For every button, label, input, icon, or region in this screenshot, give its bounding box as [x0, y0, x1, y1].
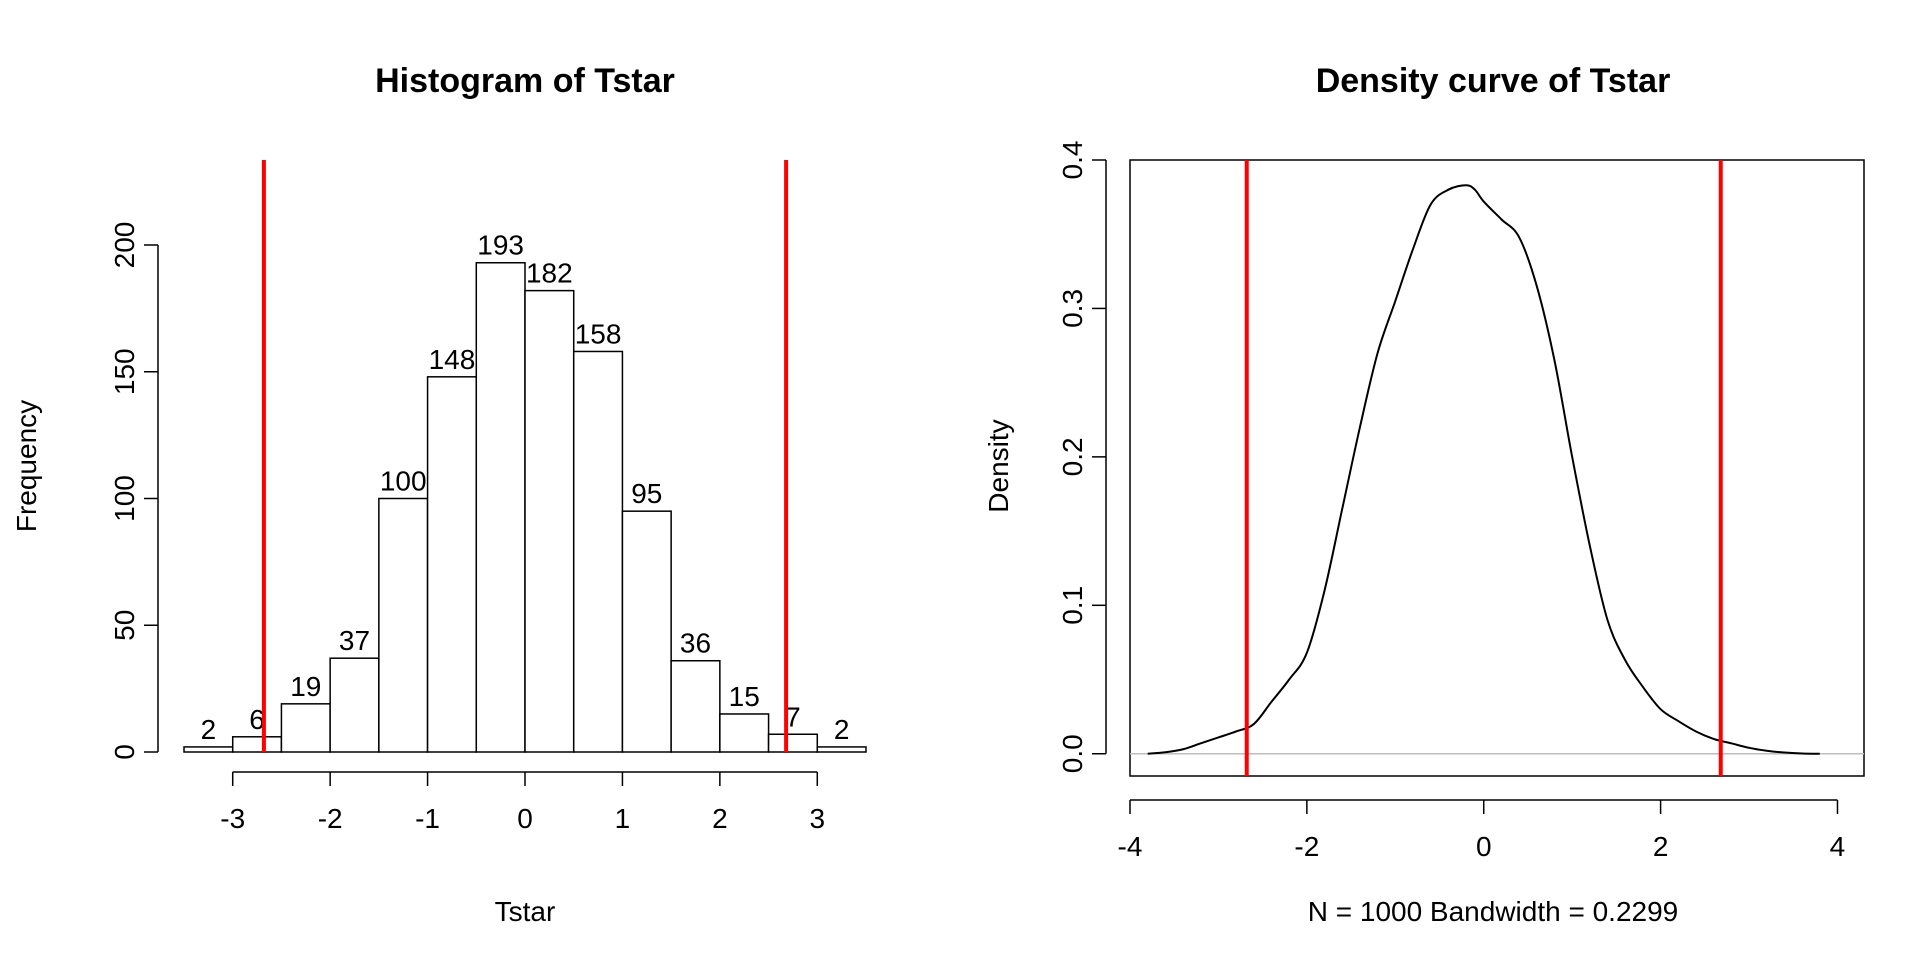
histogram-critical-lines	[261, 160, 789, 752]
histogram-bar-label: 2	[834, 714, 850, 745]
density-x-tick-label: -2	[1294, 831, 1319, 862]
histogram-x-tick-label: -3	[220, 803, 245, 834]
histogram-title: Histogram of Tstar	[375, 62, 675, 100]
histogram-bar	[670, 659, 721, 753]
histogram-bar	[767, 733, 819, 753]
histogram-bars	[183, 261, 867, 753]
histogram-y-tick-label: 200	[109, 222, 140, 269]
histogram-bar	[183, 746, 234, 753]
density-panel: Density curve of Tstar N = 1000 Bandwidt…	[983, 62, 1865, 927]
density-critical-lines	[1244, 160, 1723, 776]
histogram-bar-label: 36	[680, 628, 711, 659]
density-y-tick-label: 0.3	[1057, 289, 1088, 328]
histogram-x-axis: -3 -2 -1 0 1 2 3	[220, 771, 825, 834]
density-x-tick-label: 0	[1476, 831, 1492, 862]
histogram-y-axis: 0 50 100 150 200	[109, 222, 159, 760]
histogram-bar-label: 15	[729, 681, 760, 712]
density-curve	[1147, 184, 1820, 755]
density-title: Density curve of Tstar	[1316, 62, 1671, 100]
density-y-tick-label: 0.4	[1057, 141, 1088, 180]
histogram-y-tick-label: 100	[109, 475, 140, 522]
density-x-tick-label: 2	[1653, 831, 1669, 862]
histogram-bar	[426, 376, 478, 753]
histogram-bar	[475, 261, 526, 753]
density-x-axis-label: N = 1000 Bandwidth = 0.2299	[1308, 896, 1679, 927]
histogram-panel: Histogram of Tstar Tstar Frequency 2 6193…	[11, 62, 867, 927]
density-x-tick-label: -4	[1118, 831, 1143, 862]
histogram-bar	[231, 736, 283, 753]
histogram-bar-label: 7	[785, 701, 801, 732]
density-plot-box	[1129, 159, 1865, 777]
histogram-x-axis-label: Tstar	[495, 896, 556, 927]
histogram-bar-label: 6	[249, 704, 265, 735]
histogram-bar-label: 158	[575, 318, 622, 349]
histogram-bar-label: 95	[631, 478, 662, 509]
density-x-tick-label: 4	[1830, 831, 1846, 862]
histogram-x-tick-label: -1	[415, 803, 440, 834]
histogram-y-axis-label: Frequency	[11, 400, 42, 532]
histogram-bar	[280, 703, 331, 753]
histogram-x-tick-label: 0	[517, 803, 533, 834]
histogram-y-tick-label: 150	[109, 348, 140, 395]
density-y-axis: 0.0 0.1 0.2 0.3 0.4	[1057, 141, 1107, 773]
histogram-bar-label: 193	[477, 230, 524, 261]
histogram-bar	[572, 350, 624, 753]
histogram-bar-label: 2	[201, 714, 217, 745]
histogram-x-tick-label: 1	[615, 803, 631, 834]
histogram-bar-label: 19	[290, 671, 321, 702]
density-y-tick-label: 0.1	[1057, 586, 1088, 625]
density-y-axis-label: Density	[983, 419, 1014, 512]
histogram-y-tick-label: 50	[109, 610, 140, 641]
histogram-bar-label: 100	[380, 466, 427, 497]
histogram-y-tick-label: 0	[109, 744, 140, 760]
density-y-tick-label: 0.2	[1057, 437, 1088, 476]
histogram-bar-label: 148	[429, 344, 476, 375]
histogram-x-tick-label: 3	[809, 803, 825, 834]
histogram-x-tick-label: -2	[318, 803, 343, 834]
histogram-bar	[719, 713, 770, 753]
histogram-bar-label: 182	[526, 258, 573, 289]
histogram-bar	[621, 510, 672, 753]
histogram-bar-label: 37	[339, 625, 370, 656]
histogram-bar	[329, 657, 380, 753]
density-x-axis: -4 -2 0 2 4	[1118, 799, 1846, 862]
density-y-tick-label: 0.0	[1057, 734, 1088, 773]
histogram-bar	[378, 497, 429, 753]
histogram-bar	[524, 289, 575, 753]
histogram-x-tick-label: 2	[712, 803, 728, 834]
histogram-bar	[816, 746, 867, 753]
